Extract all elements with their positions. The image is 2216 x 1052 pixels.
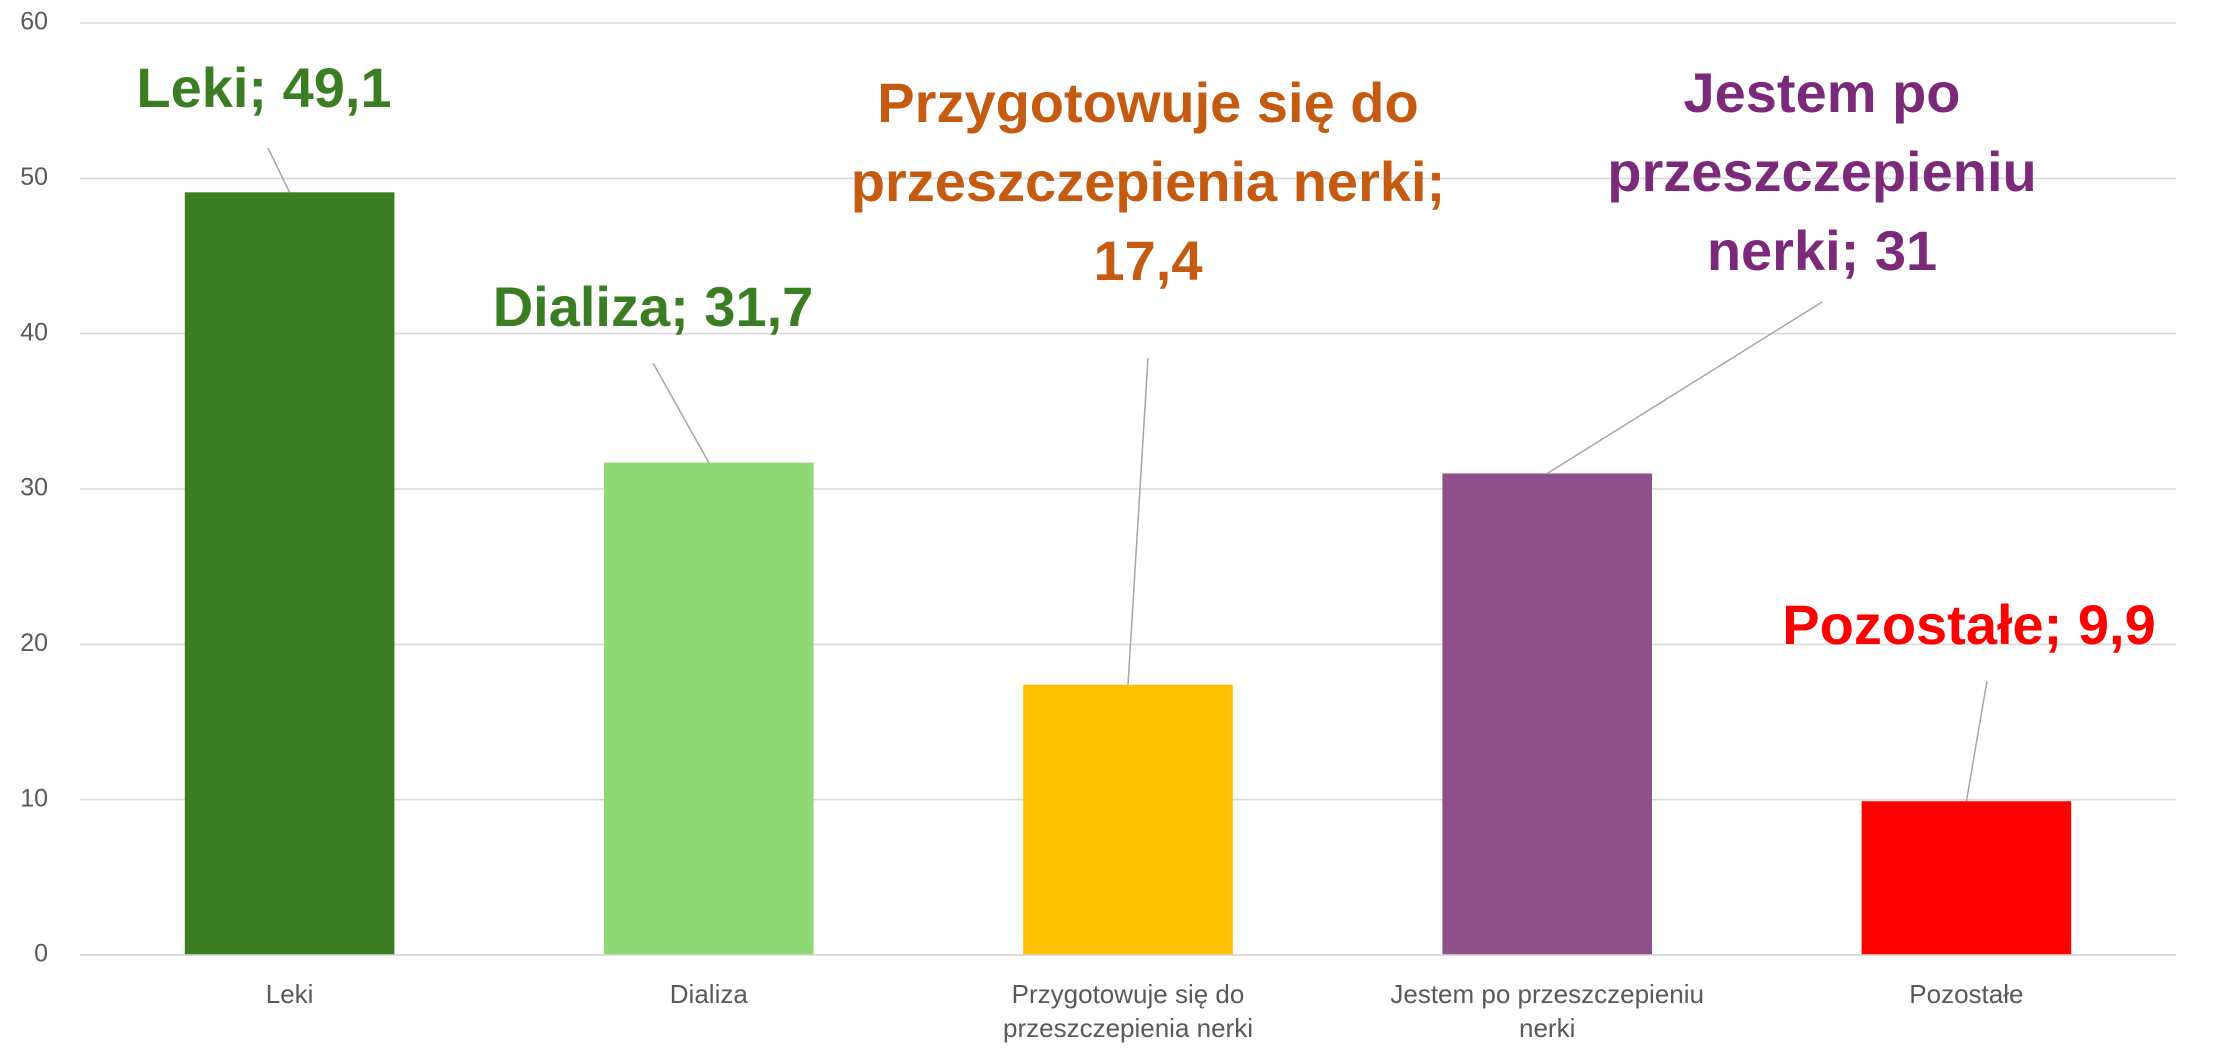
y-tick-label: 60 <box>20 8 48 36</box>
x-tick-label-box: Dializa <box>669 979 748 1009</box>
x-tick-label-box: Pozostałe <box>1909 979 2024 1009</box>
data-label-box: Pozostałe; 9,9 <box>1782 593 2156 656</box>
data-label: Dializa; 31,7 <box>492 275 814 338</box>
y-tick-label: 50 <box>20 163 48 191</box>
x-tick-label-box: Jestem po przeszczepieniu nerki <box>1390 979 1704 1043</box>
bar <box>1442 473 1652 955</box>
y-tick-label: 30 <box>20 474 48 502</box>
x-tick-label: Przygotowuje się do przeszczepienia nerk… <box>1002 979 1253 1043</box>
bar <box>184 192 395 955</box>
bar <box>1861 801 2072 955</box>
data-label: Leki; 49,1 <box>136 56 392 119</box>
x-tick-label: Dializa <box>669 979 748 1009</box>
data-label-box: Dializa; 31,7 <box>492 275 814 338</box>
leader-line <box>1965 680 1988 802</box>
leader-line <box>267 147 291 193</box>
data-label: Jestem po przeszczepieniu nerki; 31 <box>1607 61 2037 282</box>
data-label-box: Przygotowuje się do przeszczepienia nerk… <box>850 71 1446 292</box>
x-tick-label: Jestem po przeszczepieniu nerki <box>1390 979 1704 1043</box>
y-tick-label: 40 <box>20 318 48 346</box>
x-tick-label-box: Leki <box>265 979 314 1009</box>
data-label: Przygotowuje się do przeszczepienia nerk… <box>850 71 1446 292</box>
y-tick-label: 10 <box>20 784 48 812</box>
y-tick-label: 20 <box>20 629 48 657</box>
leader-line <box>652 362 710 463</box>
x-tick-label: Pozostałe <box>1909 979 2024 1009</box>
bar <box>1023 684 1233 955</box>
x-tick-label: Leki <box>265 979 314 1009</box>
y-tick-label: 0 <box>34 940 48 968</box>
x-tick-label-box: Przygotowuje się do przeszczepienia nerk… <box>1002 979 1253 1043</box>
data-label-box: Jestem po przeszczepieniu nerki; 31 <box>1607 61 2037 282</box>
leader-line <box>1546 301 1823 475</box>
bar <box>604 462 814 955</box>
data-label: Pozostałe; 9,9 <box>1782 593 2156 656</box>
leader-line <box>1127 357 1149 685</box>
data-label-box: Leki; 49,1 <box>136 56 392 119</box>
